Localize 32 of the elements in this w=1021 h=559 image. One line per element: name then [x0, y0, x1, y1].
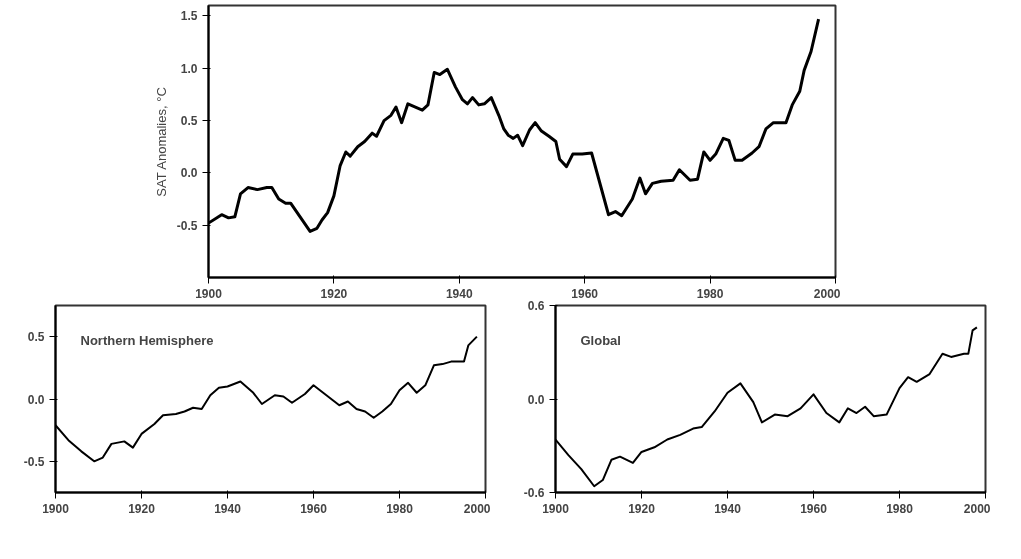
- y-tick-label: -0.5: [23, 454, 45, 469]
- x-tick-label: 1940: [445, 286, 473, 301]
- x-tick-label: 1940: [714, 501, 742, 516]
- x-tick-label: 2000: [813, 286, 841, 301]
- x-tick-label: 1960: [800, 501, 828, 516]
- x-tick-label: 2000: [463, 501, 491, 516]
- x-tick-label: 1980: [886, 501, 914, 516]
- x-tick-label: 1920: [128, 501, 156, 516]
- y-tick-label: 0.0: [527, 392, 545, 407]
- text: Global: [580, 332, 621, 348]
- x-tick-label: 1960: [300, 501, 328, 516]
- x-tick-label: 1900: [542, 501, 570, 516]
- x-tick-label: 1900: [195, 286, 223, 301]
- y-tick-label: 1.0: [180, 61, 198, 76]
- y-tick-label: 0.0: [27, 392, 45, 407]
- y-tick-label: 0.6: [527, 299, 545, 313]
- text: Northern Hemisphere: [80, 332, 214, 348]
- y-tick-label: 0.0: [180, 166, 198, 181]
- x-tick-label: 1940: [214, 501, 242, 516]
- x-tick-label: 1980: [696, 286, 724, 301]
- y-tick-label: -0.6: [523, 486, 545, 500]
- y-axis-title: SAT Anomalies, °C: [153, 87, 169, 197]
- y-tick-label: 0.5: [27, 330, 45, 345]
- x-tick-label: 1980: [386, 501, 414, 516]
- x-tick-label: 1900: [42, 501, 70, 516]
- x-tick-label: 1920: [628, 501, 656, 516]
- y-tick-label: -0.5: [176, 218, 198, 233]
- y-tick-label: 1.5: [180, 9, 198, 24]
- x-tick-label: 1920: [320, 286, 348, 301]
- x-tick-label: 2000: [963, 501, 991, 516]
- x-tick-label: 1960: [571, 286, 599, 301]
- y-tick-label: 0.5: [180, 114, 198, 129]
